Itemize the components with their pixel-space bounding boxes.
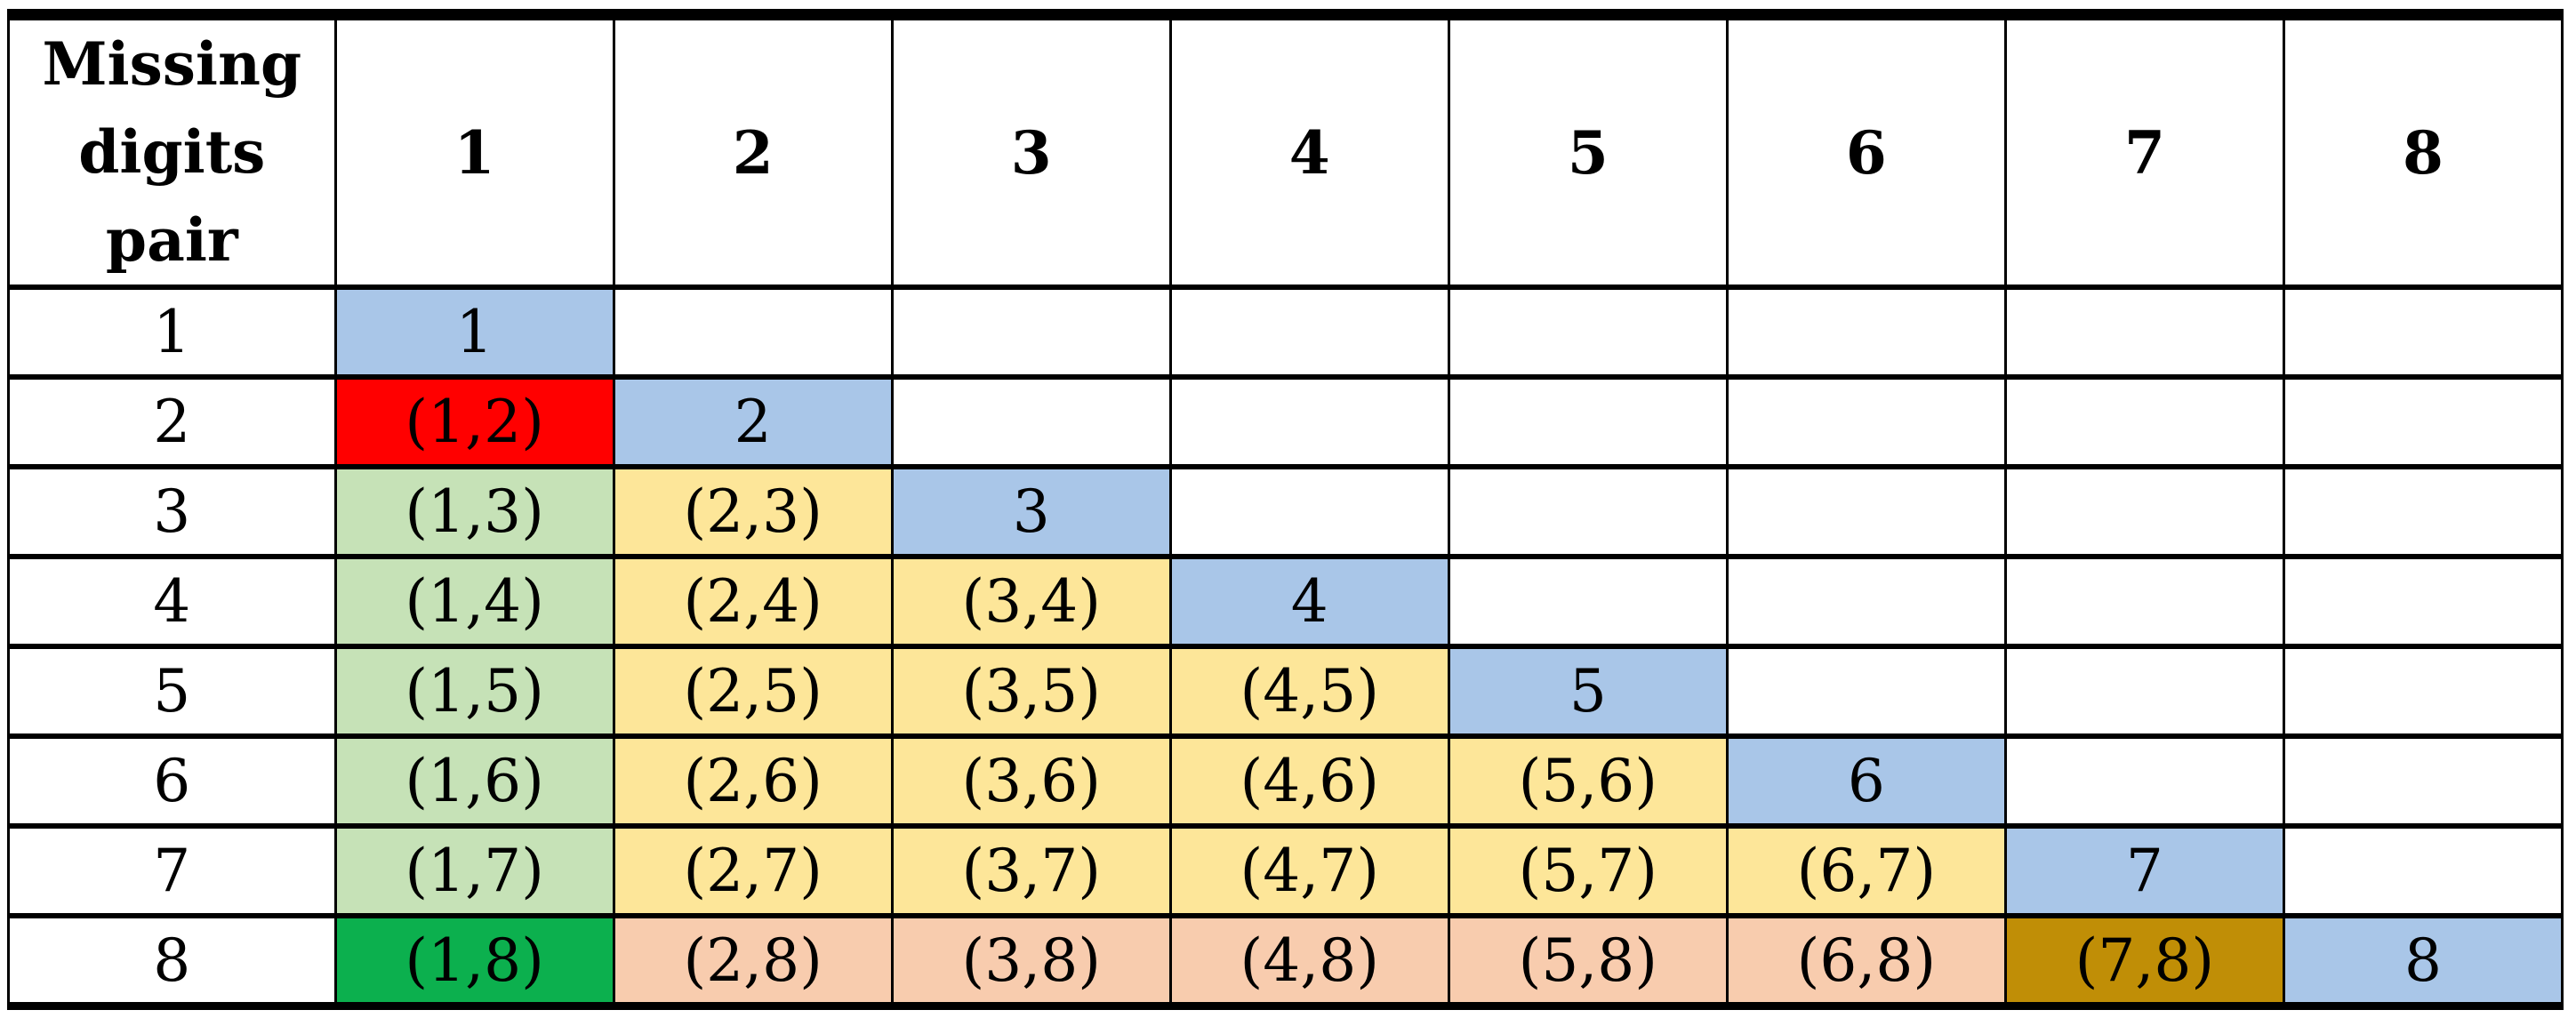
corner-header-missing-digits-pair: Missing digits pair bbox=[7, 9, 337, 291]
empty-cell-row2-col8 bbox=[2282, 374, 2564, 470]
cell-row5-col5: 5 bbox=[1447, 644, 1729, 740]
cell-row7-col3: (3,7) bbox=[890, 823, 1172, 919]
empty-cell-row1-col6 bbox=[1725, 285, 2007, 381]
empty-cell-row4-col6 bbox=[1725, 554, 2007, 650]
empty-cell-row2-col6 bbox=[1725, 374, 2007, 470]
cell-row8-col3: (3,8) bbox=[890, 913, 1172, 1011]
cell-row2-col1: (1,2) bbox=[333, 374, 615, 470]
column-header-1: 1 bbox=[333, 9, 615, 291]
cell-row3-col3: 3 bbox=[890, 464, 1172, 560]
cell-row8-col6: (6,8) bbox=[1725, 913, 2007, 1011]
empty-cell-row1-col4 bbox=[1168, 285, 1450, 381]
cell-row6-col4: (4,6) bbox=[1168, 733, 1450, 830]
cell-row3-col1: (1,3) bbox=[333, 464, 615, 560]
table-row-6: 6 (1,6) (2,6) (3,6) (4,6) (5,6) 6 bbox=[7, 733, 2564, 830]
cell-row6-col6: 6 bbox=[1725, 733, 2007, 830]
table-row-8: 8 (1,8) (2,8) (3,8) (4,8) (5,8) (6,8) (7,8) 8 bbox=[7, 913, 2564, 1011]
empty-cell-row3-col4 bbox=[1168, 464, 1450, 560]
cell-row4-col4: 4 bbox=[1168, 554, 1450, 650]
empty-cell-row5-col6 bbox=[1725, 644, 2007, 740]
empty-cell-row5-col8 bbox=[2282, 644, 2564, 740]
cell-row2-col2: 2 bbox=[612, 374, 894, 470]
row-header-8: 8 bbox=[7, 913, 337, 1011]
column-header-8: 8 bbox=[2282, 9, 2564, 291]
cell-row8-col4: (4,8) bbox=[1168, 913, 1450, 1011]
empty-cell-row1-col2 bbox=[612, 285, 894, 381]
empty-cell-row3-col6 bbox=[1725, 464, 2007, 560]
row-header-5: 5 bbox=[7, 644, 337, 740]
table-row-4: 4 (1,4) (2,4) (3,4) 4 bbox=[7, 554, 2564, 650]
cell-row5-col4: (4,5) bbox=[1168, 644, 1450, 740]
cell-row4-col3: (3,4) bbox=[890, 554, 1172, 650]
empty-cell-row2-col7 bbox=[2003, 374, 2285, 470]
empty-cell-row2-col5 bbox=[1447, 374, 1729, 470]
empty-cell-row4-col5 bbox=[1447, 554, 1729, 650]
row-header-7: 7 bbox=[7, 823, 337, 919]
empty-cell-row6-col7 bbox=[2003, 733, 2285, 830]
empty-cell-row7-col8 bbox=[2282, 823, 2564, 919]
cell-row5-col3: (3,5) bbox=[890, 644, 1172, 740]
row-header-3: 3 bbox=[7, 464, 337, 560]
cell-row5-col1: (1,5) bbox=[333, 644, 615, 740]
column-header-5: 5 bbox=[1447, 9, 1729, 291]
cell-row7-col2: (2,7) bbox=[612, 823, 894, 919]
empty-cell-row5-col7 bbox=[2003, 644, 2285, 740]
cell-row7-col6: (6,7) bbox=[1725, 823, 2007, 919]
table-row-7: 7 (1,7) (2,7) (3,7) (4,7) (5,7) (6,7) 7 bbox=[7, 823, 2564, 919]
cell-row6-col1: (1,6) bbox=[333, 733, 615, 830]
cell-row3-col2: (2,3) bbox=[612, 464, 894, 560]
cell-row5-col2: (2,5) bbox=[612, 644, 894, 740]
cell-row7-col1: (1,7) bbox=[333, 823, 615, 919]
cell-row8-col2: (2,8) bbox=[612, 913, 894, 1011]
empty-cell-row1-col5 bbox=[1447, 285, 1729, 381]
empty-cell-row1-col8 bbox=[2282, 285, 2564, 381]
cell-row6-col3: (3,6) bbox=[890, 733, 1172, 830]
cell-row8-col7: (7,8) bbox=[2003, 913, 2285, 1011]
column-header-2: 2 bbox=[612, 9, 894, 291]
empty-cell-row3-col7 bbox=[2003, 464, 2285, 560]
cell-row7-col5: (5,7) bbox=[1447, 823, 1729, 919]
cell-row8-col8: 8 bbox=[2282, 913, 2564, 1011]
cell-row4-col2: (2,4) bbox=[612, 554, 894, 650]
cell-row6-col2: (2,6) bbox=[612, 733, 894, 830]
empty-cell-row4-col8 bbox=[2282, 554, 2564, 650]
empty-cell-row3-col8 bbox=[2282, 464, 2564, 560]
cell-row6-col5: (5,6) bbox=[1447, 733, 1729, 830]
column-header-6: 6 bbox=[1725, 9, 2007, 291]
cell-row7-col7: 7 bbox=[2003, 823, 2285, 919]
column-header-3: 3 bbox=[890, 9, 1172, 291]
cell-row8-col5: (5,8) bbox=[1447, 913, 1729, 1011]
row-header-4: 4 bbox=[7, 554, 337, 650]
cell-row1-col1: 1 bbox=[333, 285, 615, 381]
row-header-6: 6 bbox=[7, 733, 337, 830]
row-header-1: 1 bbox=[7, 285, 337, 381]
empty-cell-row6-col8 bbox=[2282, 733, 2564, 830]
empty-cell-row2-col3 bbox=[890, 374, 1172, 470]
column-header-7: 7 bbox=[2003, 9, 2285, 291]
table-row-3: 3 (1,3) (2,3) 3 bbox=[7, 464, 2564, 560]
row-header-2: 2 bbox=[7, 374, 337, 470]
cell-row8-col1: (1,8) bbox=[333, 913, 615, 1011]
empty-cell-row1-col7 bbox=[2003, 285, 2285, 381]
empty-cell-row4-col7 bbox=[2003, 554, 2285, 650]
table-row-5: 5 (1,5) (2,5) (3,5) (4,5) 5 bbox=[7, 644, 2564, 740]
cell-row7-col4: (4,7) bbox=[1168, 823, 1450, 919]
empty-cell-row3-col5 bbox=[1447, 464, 1729, 560]
empty-cell-row2-col4 bbox=[1168, 374, 1450, 470]
table-row-2: 2 (1,2) 2 bbox=[7, 374, 2564, 470]
empty-cell-row1-col3 bbox=[890, 285, 1172, 381]
cell-row4-col1: (1,4) bbox=[333, 554, 615, 650]
column-header-4: 4 bbox=[1168, 9, 1450, 291]
